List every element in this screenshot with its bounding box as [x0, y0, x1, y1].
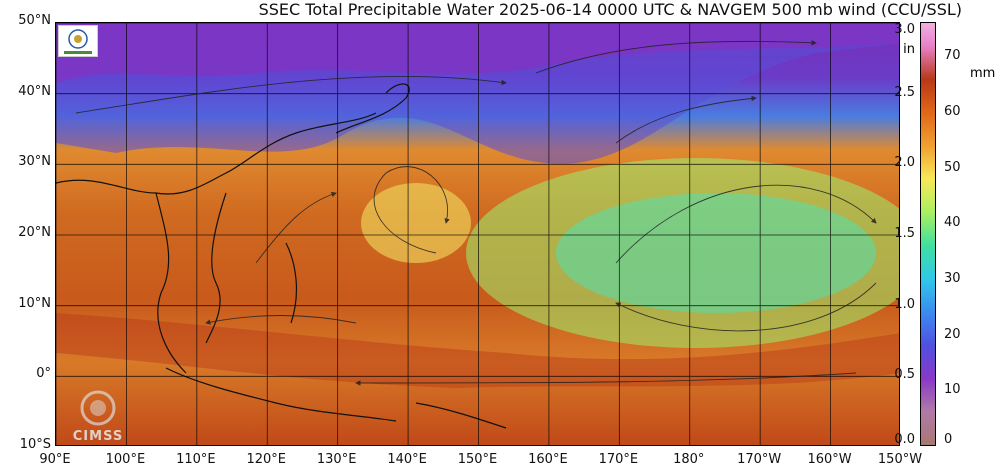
colorbar-mm-tick: 70	[944, 48, 961, 64]
lon-tick-label: 170°W	[737, 452, 782, 467]
lon-tick-label: 160°W	[807, 452, 852, 467]
lat-tick-label: 30°N	[18, 154, 51, 170]
colorbar-in-tick: 0.0	[894, 432, 915, 447]
tpw-map-canvas	[56, 23, 899, 445]
lon-tick-label: 100°E	[105, 452, 146, 467]
wind-streamlines	[75, 40, 877, 386]
lon-tick-label: 110°E	[176, 452, 216, 467]
lon-tick-label: 90°E	[39, 452, 71, 467]
lat-tick-label: 40°N	[18, 83, 51, 99]
lat-lon-grid	[56, 23, 899, 445]
lon-tick-label: 130°E	[316, 452, 357, 467]
colorbar-unit-mm: mm	[970, 66, 996, 81]
colorbar-mm-tick: 50	[944, 159, 961, 175]
lon-tick-label: 120°E	[246, 452, 287, 467]
colorbar-in-tick: 3.0	[894, 22, 915, 37]
dry-spot	[361, 183, 471, 263]
colorbar-in-tick: 0.5	[894, 367, 915, 383]
lon-tick-label: 180°	[673, 452, 705, 467]
map-title: SSEC Total Precipitable Water 2025-06-14…	[258, 0, 962, 19]
colorbar-mm-tick: 20	[944, 326, 961, 342]
colorbar-mm-tick: 30	[944, 271, 961, 287]
lat-tick-label: 20°N	[18, 225, 51, 240]
lat-tick-label: 0°	[36, 366, 51, 382]
cimss-watermark: CIMSS	[58, 386, 138, 444]
lon-tick-label: 150°E	[457, 452, 498, 467]
itcz-band	[56, 313, 899, 388]
colorbar-in-tick: 2.0	[894, 155, 915, 171]
colorbar-in-tick: 1.5	[894, 226, 915, 241]
lon-tick-label: 170°E	[598, 452, 639, 467]
lat-tick-label: 50°N	[18, 13, 51, 28]
lon-tick-label: 140°E	[387, 452, 427, 467]
tpw-map[interactable]	[55, 22, 900, 446]
coastlines	[56, 83, 507, 429]
colorbar-in-tick: 2.5	[894, 84, 915, 100]
colorbar-mm-tick: 60	[944, 104, 961, 120]
noaa-logo	[58, 25, 98, 57]
colorbar-mm-tick: 0	[944, 432, 953, 447]
colorbar-unit-in: in	[903, 42, 915, 57]
lat-tick-label: 10°S	[19, 437, 51, 452]
colorbar	[920, 22, 936, 446]
lon-tick-label: 150°W	[877, 452, 923, 467]
lat-tick-label: 10°N	[18, 295, 51, 311]
dry-pool-core	[556, 193, 876, 313]
lon-tick-label: 160°E	[528, 452, 568, 467]
very-dry-north	[56, 23, 899, 83]
colorbar-in-tick: 1.0	[894, 296, 915, 312]
cimss-logo-text: CIMSS	[72, 429, 124, 444]
colorbar-mm-tick: 10	[944, 382, 961, 398]
colorbar-mm-tick: 40	[944, 215, 961, 231]
